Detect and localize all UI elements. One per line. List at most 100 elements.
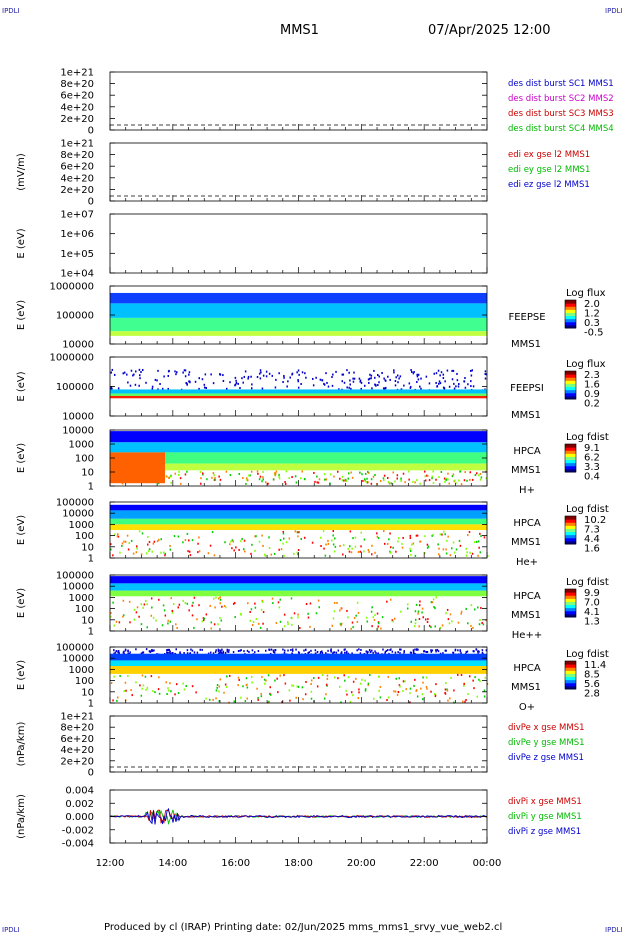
x-tick-label: 14:00 [158,858,187,869]
spectrogram-speck [162,604,165,607]
instrument-label: MMS1 [511,339,541,350]
spectrogram-speck [191,685,194,688]
spectrogram-speck [257,698,259,701]
spectrogram-speck [351,621,354,624]
spectrogram-speck [259,475,262,478]
spectrogram-speck [465,547,468,550]
spectrogram-speck [338,685,341,688]
spectrogram-speck [276,677,278,680]
spectrogram-speck [414,618,417,621]
spectrogram-speck [471,552,474,555]
spectrogram-speck [145,381,147,384]
spectrogram-speck [186,382,188,385]
colorbar-swatch [565,468,576,473]
spectrogram-speck [282,648,284,651]
spectrogram-speck [278,606,281,609]
y-axis-label: (nPa/km) [16,794,27,839]
spectrogram-speck [283,613,286,616]
spectrogram-speck [340,701,342,704]
spectrogram-speck [346,369,348,372]
spectrogram-speck [166,651,168,654]
spectrogram-speck [458,479,460,482]
spectrogram-speck [375,651,377,654]
corner-label-bottom-left: IPDLI [2,926,20,934]
corner-label-top-right: IPDLI [605,7,623,15]
spectrogram-speck [302,698,304,701]
spectrogram-speck [325,543,327,546]
spectrogram-speck [386,649,389,652]
spectrogram-speck [451,475,454,478]
spectrogram-speck [122,614,125,617]
spectrogram-speck [130,369,133,372]
spectrogram-speck [125,689,127,692]
colorbar-swatch [565,537,576,542]
spectrogram-speck [158,692,161,695]
spectrogram-speck [192,601,194,604]
spectrogram-speck [160,551,162,554]
spectrogram-speck [258,478,261,481]
spectrogram-speck [142,684,145,687]
spectrogram-speck [443,477,446,480]
spectrogram-speck [401,542,403,545]
spectrogram-speck [255,535,257,538]
spectrogram-speck [219,478,222,481]
legend-entry: des dist burst SC4 MMS4 [508,124,614,134]
spectrogram-speck [358,377,361,380]
spectrogram-speck [349,530,352,533]
spectrogram-speck [114,651,117,654]
spectrogram-speck [424,618,427,621]
spectrogram-speck [359,380,362,383]
spectrogram-speck [470,385,472,388]
colorbar-tick-label: 0.4 [584,472,600,483]
spectrogram-speck [217,597,220,600]
spectrogram-speck [428,479,431,482]
spectrogram-speck [478,678,480,681]
spectrogram-speck [177,692,180,695]
spectrogram-speck [268,648,270,651]
spectrogram-speck [366,477,368,480]
spectrogram-speck [172,602,175,605]
spectrogram-speck [146,626,148,629]
spectrogram-speck [287,380,289,383]
spectrogram-speck [363,538,366,541]
spectrogram-speck [326,674,329,677]
spectrogram-speck [481,649,484,652]
legend-entry: des dist burst SC3 MMS3 [508,109,614,119]
spectrogram-speck [201,648,203,651]
spectrogram-speck [297,613,299,616]
spectrogram-speck [485,373,488,376]
spectrogram-speck [288,537,291,540]
spectrogram-speck [257,696,259,699]
spectrogram-speck [460,483,463,486]
spectrogram-speck [356,601,359,604]
spectrogram-speck [400,610,402,613]
spectrogram-speck [470,604,473,607]
spectrogram-speck [270,648,273,651]
spectrogram-speck [215,649,217,652]
spectrogram-speck [282,542,284,545]
y-tick-label: 1e+07 [60,210,94,221]
spectrogram-speck [222,379,225,382]
spectrogram-speck [340,651,343,654]
spectrogram-speck [291,373,293,376]
spectrogram-speck [459,649,461,652]
colorbar [564,515,577,545]
spectrogram-speck [218,690,220,693]
spectrogram-speck [291,617,293,620]
spectrogram-speck [261,676,263,679]
spectrogram-speck [425,676,428,679]
spectrogram-speck [376,612,379,615]
spectrogram-speck [191,604,193,607]
spectrogram-speck [401,546,404,549]
spectrogram-speck [402,536,404,539]
spectrogram-speck [444,688,447,691]
spectrogram-speck [151,649,153,652]
spectrogram-speck [139,374,141,377]
spectrogram-speck [140,371,142,374]
spectrogram-speck [331,539,333,542]
spectrogram-speck [210,627,213,630]
spectrogram-speck [297,553,299,556]
spectrogram-speck [348,386,350,389]
spectrogram-speck [477,540,480,543]
